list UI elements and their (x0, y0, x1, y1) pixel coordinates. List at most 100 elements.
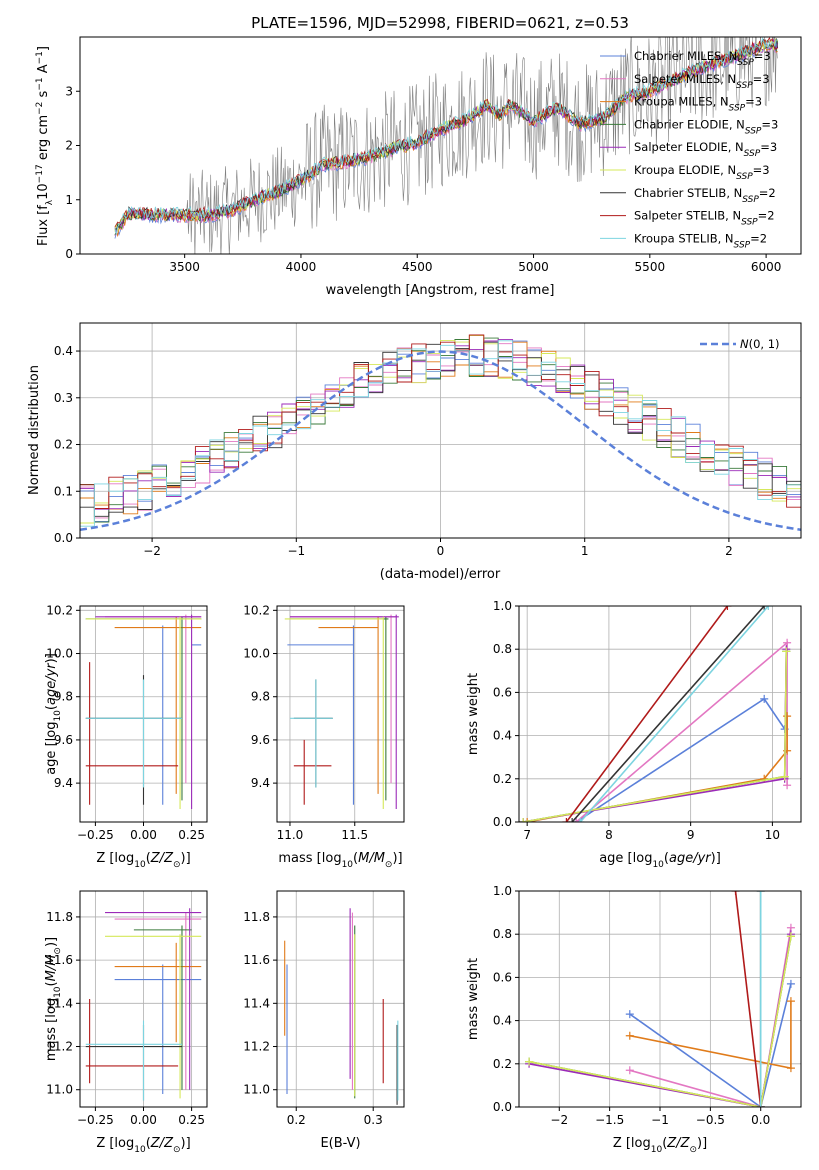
figure-title: PLATE=1596, MJD=52998, FIBERID=0621, z=0… (251, 14, 629, 32)
y-tick-label: 0.6 (493, 685, 512, 699)
panels-root: 3500 4000 4500 5000 5500 6000 0 1 2 3 Chabrier MIL… (27, 36, 802, 1155)
weight-marker (525, 1057, 534, 1066)
y-tick-label: 11.4 (243, 996, 270, 1010)
x-tick-label: 0.3 (364, 1113, 383, 1127)
weight-marker (572, 818, 581, 822)
y-tick-label: 0.6 (493, 970, 512, 984)
weight-marker (760, 694, 769, 703)
x-tick-label: 1 (581, 544, 589, 558)
plot-area-age-vs-Z (85, 614, 202, 810)
y-tick-label: 0.1 (54, 484, 73, 498)
weight-line-chabrier-stelib (571, 606, 765, 822)
y-axis-label: mass weight (466, 673, 481, 755)
y-axis-label: mass [log10(M/M⊙)] (44, 937, 63, 1061)
legend-label: Salpeter MILES, NSSP=3 (634, 72, 770, 91)
x-tick-label: 4500 (402, 260, 433, 274)
x-tick-label: 6000 (751, 260, 782, 274)
y-tick-label: 9.4 (54, 776, 73, 790)
y-tick-label: 1 (65, 193, 73, 207)
panel-residual-histogram: −2 −1 0 1 2 0.0 0.1 0.2 0.3 0.4 N(0, 1) (data-model… (27, 322, 802, 582)
weight-marker (786, 979, 795, 988)
x-tick-label: 5500 (635, 260, 666, 274)
plot-area-age-vs-mass (284, 614, 399, 810)
y-tick-label: 11.8 (46, 910, 73, 924)
y-tick-label: 10.0 (243, 647, 270, 661)
y-tick-label: 11.2 (243, 1040, 270, 1054)
y-tick-label: 0.4 (54, 344, 73, 358)
y-tick-label: 10.2 (243, 603, 270, 617)
weight-line-kroupa-stelib (579, 606, 769, 822)
x-axis-label: E(B-V) (320, 1136, 360, 1151)
legend-label: Salpeter STELIB, NSSP=2 (634, 209, 775, 228)
weight-marker (756, 1103, 765, 1107)
x-axis-label: Z [log10(Z/Z⊙)] (96, 1136, 190, 1155)
x-tick-label: 0.0 (751, 1113, 770, 1127)
legend-label: Kroupa ELODIE, NSSP=3 (634, 163, 770, 182)
legend-label: Salpeter ELODIE, NSSP=3 (634, 140, 777, 159)
x-tick-label: −1.5 (595, 1113, 624, 1127)
panel-mass-weight-vs-Z: −2 −1.5 −1 −0.5 0.0 0.0 0.2 0.4 0.6 0.8 1.0 Z [log1… (466, 884, 802, 1155)
x-tick-label: −0.25 (77, 828, 114, 842)
model-spectrum-kroupa-stelib (114, 37, 778, 235)
weight-marker (780, 772, 789, 781)
y-tick-label: 11.8 (243, 910, 270, 924)
weight-marker (519, 818, 528, 822)
weight-marker (756, 891, 765, 895)
y-tick-label: 9.6 (54, 733, 73, 747)
x-axis-label: Z [log10(Z/Z⊙)] (613, 1136, 707, 1155)
y-tick-label: 11.6 (46, 953, 73, 967)
legend-label: Kroupa MILES, NSSP=3 (634, 95, 762, 114)
x-axis-label: age [log10(age/yr)] (599, 851, 721, 870)
y-tick-label: 11.0 (46, 1083, 73, 1097)
x-tick-label: −0.25 (77, 1113, 114, 1127)
y-tick-label: 2 (65, 139, 73, 153)
weight-marker (783, 781, 792, 790)
x-tick-label: 11.5 (341, 828, 368, 842)
x-axis-label: Z [log10(Z/Z⊙)] (96, 851, 190, 870)
x-axis-label: mass [log10(M/M⊙)] (278, 851, 402, 870)
y-tick-label: 0.0 (493, 815, 512, 829)
y-tick-label: 0.2 (54, 438, 73, 452)
axes-frame (276, 890, 405, 1108)
y-tick-label: 9.6 (251, 733, 270, 747)
normal-reference-curve (80, 350, 801, 532)
y-tick-label: 0.2 (493, 772, 512, 786)
x-tick-label: 0.25 (178, 828, 205, 842)
y-tick-label: 0.4 (493, 1014, 512, 1028)
weight-marker (576, 818, 585, 822)
model-spectrum-chabrier-elodie (114, 39, 779, 236)
y-tick-label: 0 (65, 247, 73, 261)
weight-marker (764, 606, 773, 610)
y-tick-label: 1.0 (493, 884, 512, 898)
weight-marker (731, 891, 740, 895)
legend-label: N(0, 1) (740, 337, 780, 351)
y-tick-label: 10.0 (46, 647, 73, 661)
panel-spectrum: 3500 4000 4500 5000 5500 6000 0 1 2 3 Chabrier MIL… (35, 36, 802, 298)
x-tick-label: −0.5 (696, 1113, 725, 1127)
x-tick-label: 5000 (518, 260, 549, 274)
weight-marker (568, 818, 577, 822)
weight-marker (782, 647, 791, 656)
y-tick-label: 11.6 (243, 953, 270, 967)
x-axis-label: wavelength [Angstrom, rest frame] (326, 283, 555, 298)
model-spectrum-kroupa-miles (114, 40, 778, 238)
y-axis-label: age [log10(age/yr)] (44, 653, 63, 775)
plot-area-residual-histogram (80, 334, 801, 532)
axes-frame (518, 605, 802, 823)
y-tick-label: 9.4 (251, 776, 270, 790)
x-tick-label: 0.00 (130, 1113, 157, 1127)
y-tick-label: 11.2 (46, 1040, 73, 1054)
axes-frame (276, 605, 405, 823)
histogram-kroupa-stelib (80, 340, 801, 527)
x-tick-label: 10 (765, 828, 780, 842)
plot-area-mass-weight-vs-age (519, 606, 792, 822)
plot-area-mass-weight-vs-Z (525, 891, 795, 1107)
y-tick-label: 0.0 (493, 1100, 512, 1114)
legend-label: Chabrier STELIB, NSSP=2 (634, 186, 776, 205)
y-tick-label: 3 (65, 84, 73, 98)
legend-label: Kroupa STELIB, NSSP=2 (634, 231, 767, 250)
y-tick-label: 0.4 (493, 729, 512, 743)
y-tick-label: 11.0 (243, 1083, 270, 1097)
x-tick-label: 0.2 (287, 1113, 306, 1127)
